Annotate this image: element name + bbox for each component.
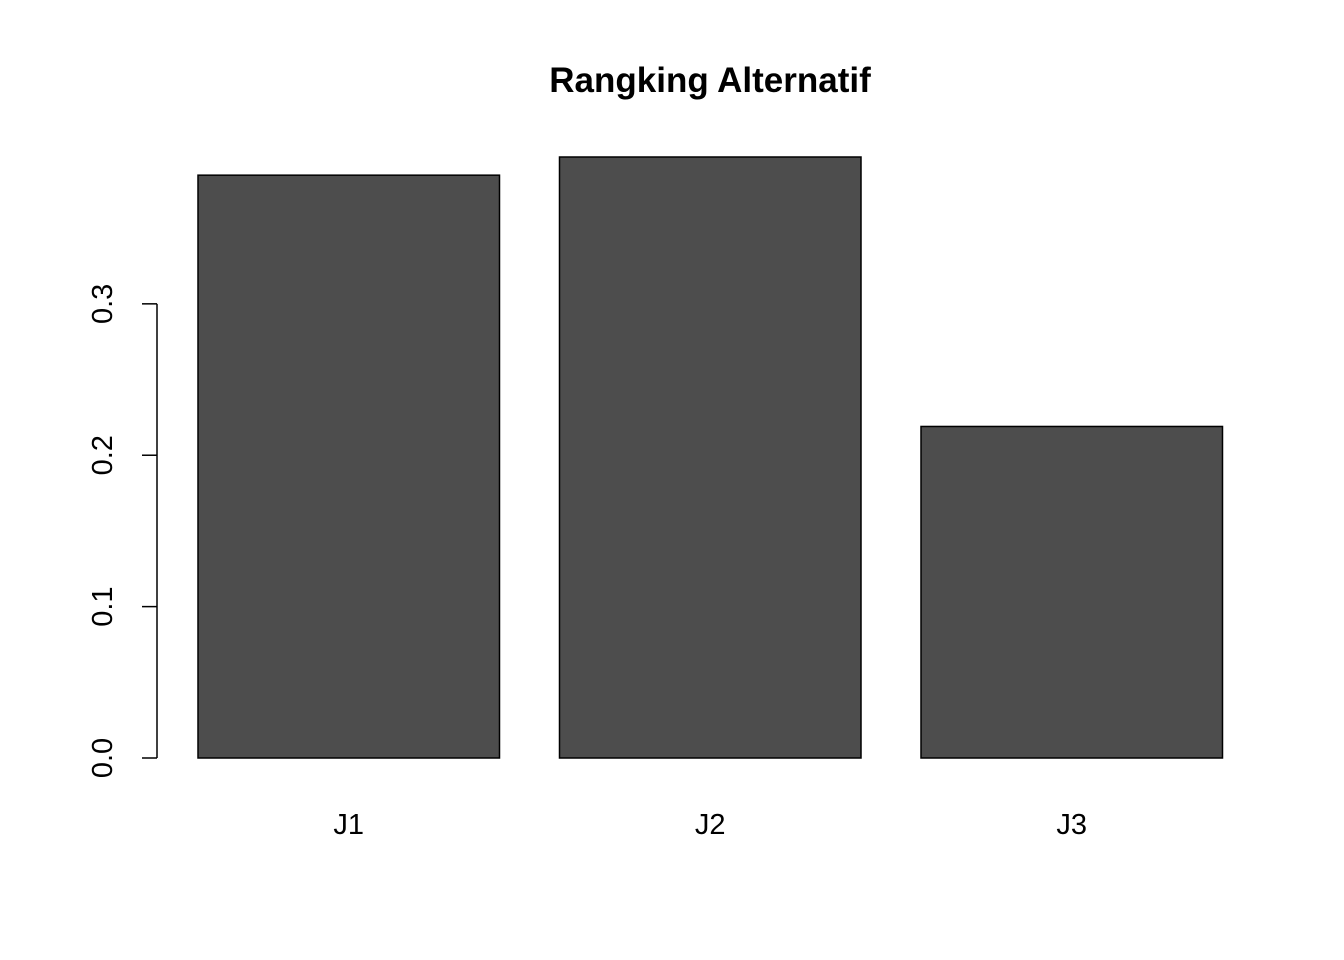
y-tick-label: 0.0 — [87, 738, 119, 778]
bar-j2 — [558, 156, 862, 759]
y-axis: 0.0 0.1 0.2 0.3 — [87, 284, 158, 778]
bars — [197, 156, 1224, 759]
bar-j1 — [197, 174, 501, 759]
chart-title: Rangking Alternatif — [549, 61, 871, 100]
y-tick-label: 0.2 — [87, 435, 119, 475]
y-tick-label: 0.3 — [87, 284, 119, 324]
bar-j3 — [920, 425, 1224, 759]
x-tick-label: J2 — [695, 809, 726, 841]
y-tick-label: 0.1 — [87, 586, 119, 626]
x-tick-label: J1 — [333, 809, 364, 841]
x-axis-labels: J1 J2 J3 — [333, 809, 1087, 841]
x-tick-label: J3 — [1056, 809, 1087, 841]
